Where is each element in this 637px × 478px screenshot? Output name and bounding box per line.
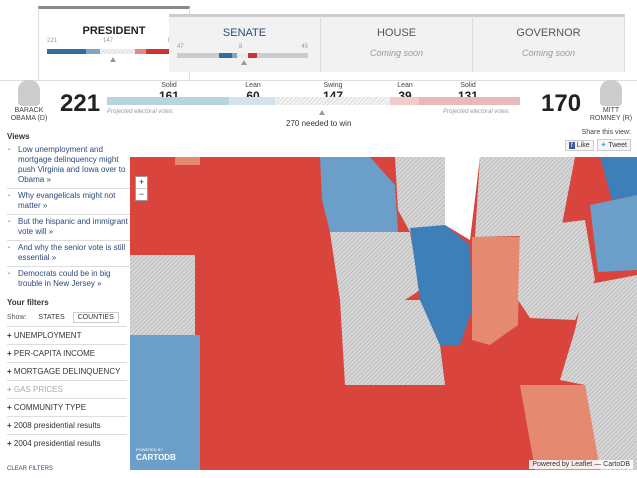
filter-per-capita-income[interactable]: + PER-CAPITA INCOME <box>7 344 127 362</box>
filter-gas-prices[interactable]: + GAS PRICES <box>7 380 127 398</box>
filter-2004-results[interactable]: + 2004 presidential results <box>7 434 127 452</box>
lake <box>445 157 480 240</box>
tab-president[interactable]: PRESIDENT 221 147 170 <box>38 6 190 80</box>
lean-dem-region <box>320 157 398 232</box>
filter-2008-results[interactable]: + 2008 presidential results <box>7 416 127 434</box>
cartodb-logo: POWERED BY CARTODB <box>136 447 176 462</box>
zoom-out-button[interactable]: − <box>138 189 145 199</box>
lean-rep-region <box>520 385 600 470</box>
map-attribution[interactable]: Powered by Leaflet — CartoDB <box>529 460 633 469</box>
marker-icon <box>110 57 116 62</box>
facebook-icon: f <box>568 142 575 149</box>
tab-governor[interactable]: GOVERNOR Coming soon <box>473 14 625 72</box>
zoom-in-button[interactable]: + <box>136 177 147 189</box>
swing-region <box>475 157 575 237</box>
marker-icon <box>241 60 247 65</box>
view-link[interactable]: And why the senior vote is still essenti… <box>7 241 130 267</box>
rep-name: MITT ROMNEY (R) <box>589 107 633 122</box>
view-link[interactable]: Democrats could be in big trouble in New… <box>7 267 130 292</box>
tab-label: HOUSE <box>376 27 417 39</box>
filters-heading: Your filters <box>7 298 49 307</box>
county-map[interactable] <box>130 157 637 470</box>
race-tabs: PRESIDENT 221 147 170 SENATE 47 8 45 HOU… <box>16 6 637 80</box>
mini-left: 47 <box>177 44 184 50</box>
tab-senate[interactable]: SENATE 47 8 45 <box>169 14 321 72</box>
win-marker-icon <box>319 110 325 115</box>
dem-name: BARACK OBAMA (D) <box>10 107 48 122</box>
views-heading: Views <box>7 132 30 141</box>
tweet-button[interactable]: ✦ Tweet <box>596 139 631 151</box>
needed-to-win: 270 needed to win <box>286 119 352 128</box>
view-link[interactable]: But the hispanic and immigrant vote will… <box>7 215 130 241</box>
share-panel: Share this view: f Like ✦ Tweet <box>562 129 631 151</box>
mini-right: 45 <box>301 44 308 50</box>
tab-status: Coming soon <box>369 48 424 58</box>
swing-region <box>560 275 637 380</box>
show-label: Show: <box>7 314 27 321</box>
tab-status: Coming soon <box>521 48 576 58</box>
share-label: Share this view: <box>581 129 631 136</box>
mini-mid: 147 <box>103 38 114 44</box>
swing-region <box>518 220 595 320</box>
tab-house[interactable]: HOUSE Coming soon <box>321 14 473 72</box>
obama-avatar <box>18 80 40 106</box>
filter-unemployment[interactable]: + UNEMPLOYMENT <box>7 326 127 344</box>
clear-filters-link[interactable]: CLEAR FILTERS <box>7 466 53 472</box>
rep-votes: 170 <box>541 90 582 117</box>
filters-list: + UNEMPLOYMENT + PER-CAPITA INCOME + MOR… <box>7 326 127 452</box>
tab-label: GOVERNOR <box>516 27 581 39</box>
tab-label: SENATE <box>222 27 267 39</box>
mini-left: 221 <box>47 38 58 44</box>
view-link[interactable]: Why evangelicals might not matter » <box>7 189 130 215</box>
show-states-button[interactable]: STATES <box>38 314 65 321</box>
swing-region <box>340 300 445 385</box>
swing-region <box>560 380 637 470</box>
mini-mid: 8 <box>239 44 243 50</box>
filter-community-type[interactable]: + COMMUNITY TYPE <box>7 398 127 416</box>
mini-bar <box>47 49 177 54</box>
filter-mortgage-delinquency[interactable]: + MORTGAGE DELINQUENCY <box>7 362 127 380</box>
facebook-like-button[interactable]: f Like <box>564 140 594 151</box>
dem-votes: 221 <box>60 90 101 117</box>
swing-region <box>395 157 445 232</box>
projected-label-rep: Projected electoral votes <box>443 109 509 115</box>
views-list: Low unemployment and mortgage delinquenc… <box>7 143 130 292</box>
projected-label-dem: Projected electoral votes <box>107 109 173 115</box>
lean-rep-region <box>472 237 520 345</box>
view-link[interactable]: Low unemployment and mortgage delinquenc… <box>7 143 130 189</box>
zoom-control: + − <box>135 176 148 201</box>
lean-dem-region <box>590 195 637 272</box>
tab-label: PRESIDENT <box>82 25 146 37</box>
show-counties-button[interactable]: COUNTIES <box>72 312 119 323</box>
solid-dem-region <box>600 157 637 200</box>
twitter-icon: ✦ <box>600 142 607 149</box>
lean-dem-region <box>130 335 200 470</box>
electoral-bar <box>107 97 520 105</box>
swing-region <box>330 232 420 300</box>
romney-avatar <box>600 80 622 106</box>
lean-rep-region <box>175 157 200 165</box>
show-toggle: Show: STATES COUNTIES <box>7 312 119 323</box>
mini-bar <box>177 53 308 58</box>
solid-dem-region <box>410 225 472 345</box>
swing-region <box>130 255 195 335</box>
